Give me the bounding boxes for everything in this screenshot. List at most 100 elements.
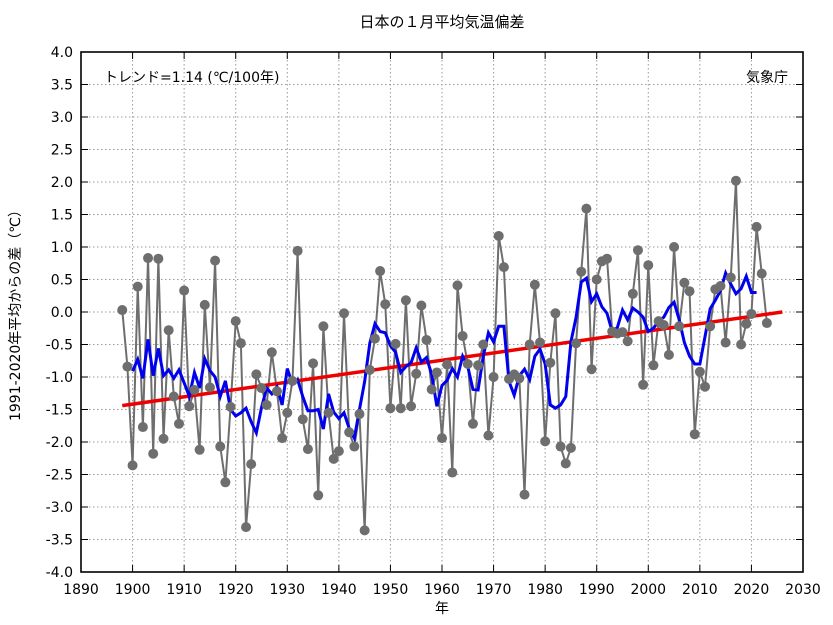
annual-anomaly-point (746, 308, 757, 319)
annual-anomaly-point (421, 334, 432, 345)
annual-anomaly-point (246, 459, 257, 470)
annual-anomaly-point (720, 337, 731, 348)
annual-anomaly-point (261, 399, 272, 410)
annual-anomaly-point (725, 272, 736, 283)
annual-anomaly-point (137, 422, 148, 433)
annual-anomaly-point (462, 359, 473, 369)
annual-anomaly-point (194, 444, 205, 455)
y-tick-label: 0.0 (51, 305, 73, 321)
annual-anomaly-point (364, 364, 375, 375)
annual-anomaly-point (751, 221, 762, 232)
x-tick-label: 2020 (734, 582, 770, 598)
annual-anomaly-point (627, 288, 638, 299)
x-tick-label: 1990 (579, 582, 615, 598)
y-tick-label: 3.5 (51, 78, 73, 94)
annual-anomaly-point (318, 321, 329, 332)
annual-anomaly-point (761, 318, 772, 329)
annual-anomaly-point (534, 337, 545, 348)
x-tick-label: 2030 (785, 582, 821, 598)
x-tick-label: 2010 (682, 582, 718, 598)
annual-anomaly-point (400, 295, 411, 306)
y-tick-label: -3.0 (46, 500, 73, 516)
x-tick-label: 1950 (373, 582, 409, 598)
y-tick-label: -4.0 (46, 565, 73, 581)
y-axis-label: 1991-2020年平均からの差（℃） (8, 203, 24, 421)
annual-anomaly-point (700, 381, 711, 392)
y-tick-label: 1.0 (51, 240, 73, 256)
annual-anomaly-point (581, 203, 592, 214)
x-tick-labels: 1890 1900 1910 1920 1930 1940 1950 1960 1970 1980… (63, 582, 821, 598)
annual-anomaly-point (529, 279, 540, 290)
x-tick-label: 1920 (218, 582, 254, 598)
annual-anomaly-point (323, 407, 334, 418)
annual-anomaly-point (266, 347, 277, 358)
annual-anomaly-point (431, 367, 442, 378)
y-tick-label: 1.5 (51, 208, 73, 224)
annual-anomaly-point (756, 268, 767, 279)
x-tick-label: 1910 (166, 582, 202, 598)
annual-anomaly-point (215, 441, 226, 452)
annual-anomaly-point (339, 308, 350, 319)
annual-anomaly-point (225, 401, 236, 412)
annual-anomaly-point (406, 401, 417, 412)
annual-anomaly-point (663, 349, 674, 360)
trend-line (122, 310, 783, 408)
annual-anomaly-point (442, 359, 453, 370)
annual-anomaly-point (669, 242, 680, 252)
x-tick-label: 1900 (115, 582, 151, 598)
annual-anomaly-point (287, 375, 298, 386)
annual-anomaly-point (576, 266, 587, 277)
y-tick-label: 3.0 (51, 110, 73, 126)
annual-anomaly-point (375, 266, 386, 277)
annual-anomaly-point (220, 477, 231, 488)
y-tick-label: 4.0 (51, 45, 73, 61)
annual-anomaly-point (163, 325, 174, 336)
x-axis-label: 年 (435, 601, 449, 617)
annual-anomaly-point (643, 260, 654, 271)
annual-anomaly-point (297, 414, 308, 425)
annual-anomaly-point (478, 339, 489, 350)
annual-anomaly-point (328, 453, 339, 464)
y-tick-label: -1.5 (46, 403, 73, 419)
y-tick-labels: 4.0 3.5 3.0 2.5 2.0 1.5 1.0 0.5 0.0 -0.5 -1.0 -1.5 -… (46, 45, 73, 581)
annual-anomaly-point (452, 280, 463, 291)
y-tick-label: 2.5 (51, 143, 73, 159)
annual-anomaly-point (467, 418, 478, 429)
annual-anomaly-point (282, 407, 293, 418)
annual-anomaly-point (308, 358, 319, 369)
annual-anomaly-point (277, 433, 288, 444)
annual-anomaly-point (117, 305, 128, 316)
y-tick-label: 2.0 (51, 175, 73, 191)
annual-anomaly-point (390, 338, 401, 349)
annual-anomaly-point (426, 384, 437, 395)
y-tick-label: 0.5 (51, 273, 73, 289)
x-tick-label: 1970 (476, 582, 512, 598)
annual-anomaly-point (241, 522, 252, 533)
annual-anomaly-point (715, 281, 726, 291)
x-tick-label: 1930 (269, 582, 305, 598)
annual-anomaly-point (488, 372, 499, 382)
annual-anomaly-point (199, 299, 210, 310)
annual-anomaly-point (689, 429, 700, 440)
annual-anomaly-point (235, 338, 246, 349)
annual-anomaly-point (143, 253, 154, 264)
y-tick-label: -0.5 (46, 338, 73, 354)
running-mean-line (131, 268, 757, 443)
annual-anomaly-point (395, 403, 406, 414)
annual-anomaly-point (694, 366, 705, 377)
annual-anomaly-point (638, 379, 649, 390)
annual-anomaly-point (344, 427, 355, 438)
annual-anomaly-point (359, 525, 370, 536)
plot-frame (80, 51, 804, 573)
annual-anomaly-point (550, 308, 561, 319)
annual-anomaly-point (132, 281, 143, 292)
y-tick-label: -2.0 (46, 435, 73, 451)
y-tick-label: -2.5 (46, 468, 73, 484)
annual-anomaly-point (519, 489, 530, 500)
annual-anomaly-point (648, 360, 659, 371)
annual-anomaly-point (545, 357, 556, 368)
annual-anomaly-point (602, 253, 613, 264)
chart-title: 日本の１月平均気温偏差 (359, 13, 524, 31)
y-tick-label: -1.0 (46, 370, 73, 386)
